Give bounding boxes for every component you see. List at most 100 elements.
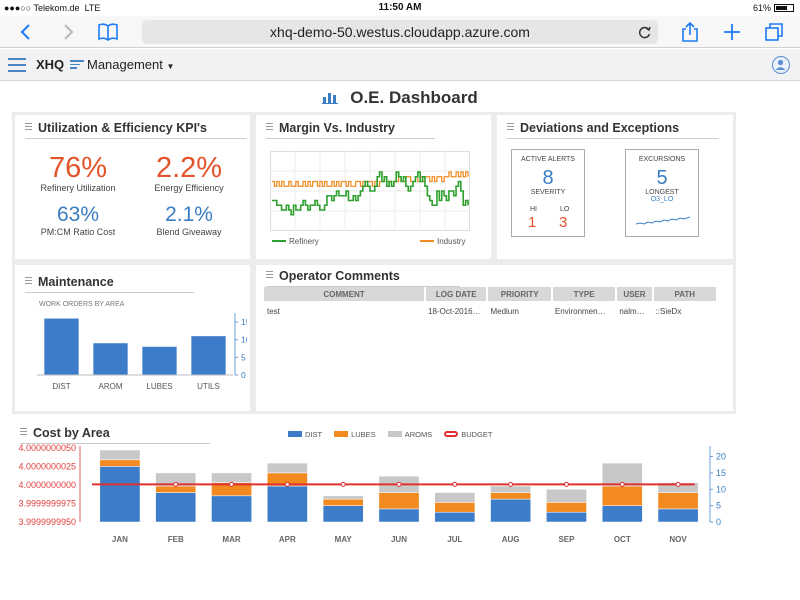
- x-tick-label: UTILS: [197, 382, 220, 391]
- bar-dist-jan: [99, 466, 141, 523]
- excursions-card[interactable]: EXCURSIONS 5 LONGEST O3_LO: [625, 149, 699, 237]
- bar-aroms-mar: [211, 472, 252, 483]
- battery-icon: [774, 4, 794, 12]
- table-row[interactable]: test 18-Oct-2016… Medium Environmen… nal…: [264, 301, 717, 321]
- panel-title: Margin Vs. Industry: [266, 121, 435, 139]
- x-tick-label: NOV: [669, 535, 687, 544]
- drag-handle-icon[interactable]: [20, 428, 27, 437]
- budget-marker: [675, 481, 681, 487]
- legend-lubes[interactable]: LUBES: [334, 430, 376, 439]
- kpi-blend-giveaway[interactable]: 2.1% Blend Giveaway: [156, 203, 222, 237]
- bar-lubes: [142, 346, 177, 375]
- col-type[interactable]: TYPE: [551, 287, 618, 301]
- bar-dist: [44, 318, 79, 375]
- panel-title: Cost by Area: [20, 426, 210, 444]
- drag-handle-icon[interactable]: [266, 123, 273, 132]
- budget-marker: [452, 481, 458, 487]
- legend-budget[interactable]: BUDGET: [444, 430, 492, 439]
- deviations-panel: Deviations and Exceptions ACTIVE ALERTS …: [494, 112, 736, 262]
- right-y-tick-label: 20: [716, 452, 726, 462]
- table-header-row: COMMENT LOG DATE PRIORITY TYPE USER PATH: [264, 287, 719, 301]
- legend-dist[interactable]: DIST: [288, 430, 322, 439]
- alerts-hi: 1: [528, 214, 537, 231]
- kpi-pm-cm-ratio[interactable]: 63% PM:CM Ratio Cost: [40, 203, 116, 237]
- cell-log-date: 18-Oct-2016…: [428, 306, 481, 316]
- cell-user: nalm…: [619, 306, 645, 316]
- panel-title: Deviations and Exceptions: [507, 121, 720, 139]
- bookmarks-icon[interactable]: [96, 20, 120, 44]
- bar-aroms-apr: [267, 462, 308, 474]
- x-tick-label: AROM: [99, 382, 123, 391]
- x-tick-label: AUG: [502, 535, 520, 544]
- bar-aroms-jul: [434, 492, 476, 503]
- drag-handle-icon[interactable]: [507, 123, 514, 132]
- drag-handle-icon[interactable]: [266, 271, 273, 280]
- drag-handle-icon[interactable]: [25, 277, 32, 286]
- forward-icon[interactable]: [56, 20, 80, 44]
- user-avatar-icon[interactable]: [772, 56, 790, 74]
- hamburger-menu-icon[interactable]: [8, 58, 26, 72]
- battery-status: 61%: [753, 3, 794, 13]
- legend-swatch: [334, 431, 349, 437]
- reload-icon[interactable]: [638, 20, 652, 52]
- bar-lubes-jul: [434, 502, 476, 513]
- tabs-icon[interactable]: [762, 20, 786, 44]
- dashboard-title: O.E. Dashboard: [0, 88, 800, 108]
- x-tick-label: SEP: [558, 535, 575, 544]
- series-line-industry: [272, 171, 469, 187]
- cell-priority: Medium: [490, 306, 519, 316]
- right-y-tick-label: 15: [716, 468, 726, 478]
- bar-aroms-sep: [546, 489, 587, 503]
- kpi-energy-efficiency[interactable]: 2.2% Energy Efficiency: [154, 152, 224, 193]
- carrier: ●●●○○ Telekom.de LTE: [4, 3, 101, 13]
- panel-title: Maintenance: [25, 275, 194, 293]
- excursions-count: 5: [656, 167, 668, 189]
- cell-type: Environmen…: [554, 306, 606, 316]
- bar-utils: [191, 336, 226, 375]
- url-bar[interactable]: xhq-demo-50.westus.cloudapp.azure.com: [142, 20, 658, 44]
- back-icon[interactable]: [14, 20, 38, 44]
- x-tick-label: MAY: [335, 535, 353, 544]
- col-log-date[interactable]: LOG DATE: [425, 287, 489, 301]
- drag-handle-icon[interactable]: [25, 123, 32, 132]
- col-path[interactable]: PATH: [652, 287, 719, 301]
- right-y-tick-label: 0: [716, 517, 721, 527]
- col-user[interactable]: USER: [616, 287, 654, 301]
- left-y-tick-label: 3.9999999950: [18, 517, 76, 527]
- budget-marker: [229, 481, 235, 487]
- budget-marker: [563, 481, 569, 487]
- dashboard-icon: [322, 89, 339, 104]
- budget-marker: [340, 481, 346, 487]
- budget-marker: [173, 481, 179, 487]
- y-tick-label: 10: [241, 335, 247, 345]
- x-tick-label: JUN: [391, 535, 407, 544]
- alerts-lo: 3: [559, 214, 568, 231]
- budget-marker: [284, 481, 290, 487]
- col-priority[interactable]: PRIORITY: [487, 287, 553, 301]
- bar-lubes-feb: [155, 485, 197, 493]
- panel-title: Operator Comments: [266, 269, 460, 287]
- kpi-refinery-utilization[interactable]: 76% Refinery Utilization: [40, 152, 116, 193]
- right-y-tick-label: 10: [716, 484, 726, 494]
- y-tick-label: 15: [241, 317, 247, 327]
- legend-label: DIST: [305, 430, 323, 439]
- bar-dist-apr: [267, 485, 308, 523]
- col-comment[interactable]: COMMENT: [264, 287, 427, 301]
- management-menu[interactable]: Management ▼: [70, 57, 174, 72]
- share-icon[interactable]: [678, 20, 702, 44]
- kpi-panel: Utilization & Efficiency KPI's 76% Refin…: [12, 112, 253, 262]
- cell-path: ::SieDx: [655, 306, 682, 316]
- legend-aroms[interactable]: AROMS: [387, 430, 433, 439]
- legend-label: AROMS: [404, 430, 433, 439]
- menu-lines-icon: [70, 60, 84, 70]
- active-alerts-card[interactable]: ACTIVE ALERTS 8 SEVERITY HI LO 1 3: [511, 149, 585, 237]
- comments-table: COMMENT LOG DATE PRIORITY TYPE USER PATH…: [264, 287, 719, 321]
- brand-logo[interactable]: XHQ: [36, 57, 65, 72]
- new-tab-icon[interactable]: [720, 20, 744, 44]
- bar-dist-nov: [657, 508, 699, 523]
- app-header: XHQ Management ▼: [0, 49, 800, 81]
- x-tick-label: JUL: [447, 535, 462, 544]
- budget-marker: [396, 481, 402, 487]
- bar-aroms-aug: [490, 485, 531, 493]
